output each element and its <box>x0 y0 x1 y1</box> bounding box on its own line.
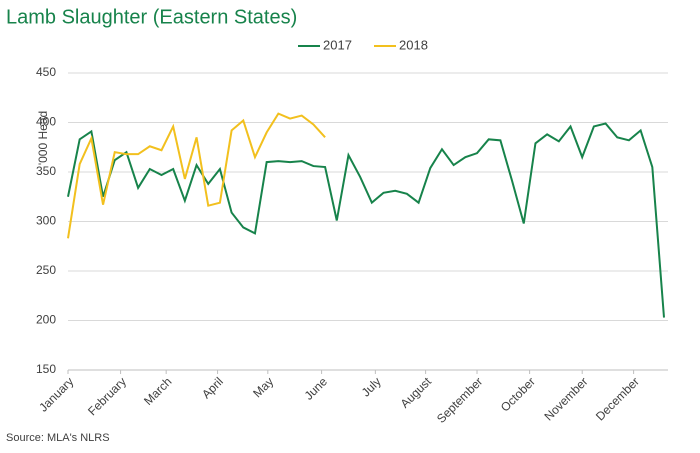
legend-label: 2018 <box>399 37 428 52</box>
source: Source: MLA's NLRS <box>6 432 110 444</box>
legend-label: 2017 <box>323 37 352 52</box>
x-tick-label: May <box>250 374 276 400</box>
x-tick-label: January <box>36 374 76 414</box>
y-tick-label: 400 <box>36 115 56 129</box>
x-tick-label: February <box>85 374 129 418</box>
y-tick-label: 450 <box>36 65 56 79</box>
x-tick-label: April <box>199 374 226 401</box>
x-tick-label: December <box>593 374 642 423</box>
y-axis-label: '000 Head <box>36 111 50 165</box>
x-tick-label: July <box>359 374 384 399</box>
y-tick-label: 250 <box>36 263 56 277</box>
chart-title: Lamb Slaughter (Eastern States) <box>6 6 297 28</box>
y-tick-label: 300 <box>36 214 56 228</box>
series-line <box>67 122 665 318</box>
x-tick-label: March <box>141 374 174 407</box>
series-line <box>67 112 326 239</box>
x-tick-label: August <box>398 374 435 411</box>
y-tick-label: 150 <box>36 362 56 376</box>
y-tick-label: 350 <box>36 164 56 178</box>
x-tick-label: September <box>434 374 485 425</box>
x-tick-label: November <box>542 374 591 423</box>
y-tick-label: 200 <box>36 313 56 327</box>
x-tick-label: October <box>498 374 538 414</box>
x-tick-label: June <box>302 374 331 403</box>
